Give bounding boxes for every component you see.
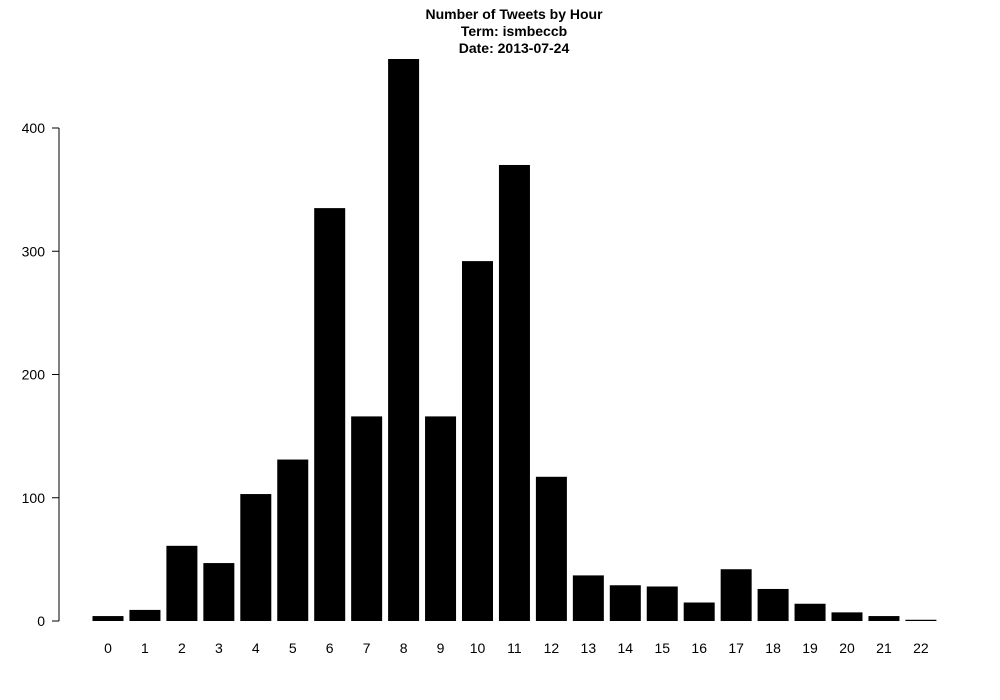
bar-hour-0 bbox=[92, 616, 124, 621]
x-tick-label: 0 bbox=[104, 640, 112, 656]
y-tick-label: 400 bbox=[22, 120, 46, 136]
x-tick-label: 8 bbox=[400, 640, 408, 656]
x-tick-label: 12 bbox=[544, 640, 560, 656]
chart-subtitle-term: Term: ismbeccb bbox=[461, 23, 567, 39]
y-tick-label: 300 bbox=[22, 243, 46, 259]
bar-hour-7 bbox=[351, 416, 383, 621]
bar-hour-18 bbox=[757, 588, 789, 621]
bar-hour-11 bbox=[498, 164, 530, 621]
x-tick-label: 10 bbox=[470, 640, 486, 656]
bar-hour-17 bbox=[720, 569, 752, 621]
x-tick-label: 2 bbox=[178, 640, 186, 656]
y-tick-label: 200 bbox=[22, 367, 46, 383]
y-axis: 0 100 200 300 400 bbox=[22, 120, 60, 629]
x-tick-label: 4 bbox=[252, 640, 260, 656]
x-tick-label: 9 bbox=[437, 640, 445, 656]
chart-title: Number of Tweets by Hour bbox=[425, 6, 603, 22]
x-tick-label: 21 bbox=[876, 640, 892, 656]
bars-group bbox=[92, 58, 937, 622]
bar-hour-20 bbox=[831, 612, 863, 621]
bar-hour-1 bbox=[129, 609, 161, 621]
y-tick-label: 0 bbox=[37, 613, 45, 629]
x-tick-label: 13 bbox=[581, 640, 597, 656]
x-tick-label: 6 bbox=[326, 640, 334, 656]
bar-hour-14 bbox=[609, 585, 641, 621]
bar-hour-22 bbox=[905, 619, 937, 621]
x-tick-label: 17 bbox=[728, 640, 744, 656]
x-tick-label: 1 bbox=[141, 640, 149, 656]
bar-hour-4 bbox=[240, 494, 272, 621]
bar-hour-9 bbox=[425, 416, 457, 621]
bar-hour-10 bbox=[462, 261, 493, 621]
bar-hour-13 bbox=[572, 575, 604, 621]
bar-hour-15 bbox=[646, 586, 678, 621]
bar-hour-16 bbox=[683, 602, 715, 621]
x-tick-label: 18 bbox=[765, 640, 781, 656]
bar-hour-12 bbox=[535, 476, 567, 621]
x-tick-label: 14 bbox=[618, 640, 634, 656]
x-tick-label: 19 bbox=[802, 640, 818, 656]
x-tick-label: 22 bbox=[913, 640, 929, 656]
bar-hour-19 bbox=[794, 603, 826, 621]
bar-hour-21 bbox=[868, 616, 900, 621]
x-tick-label: 7 bbox=[363, 640, 371, 656]
bar-hour-3 bbox=[203, 563, 235, 621]
x-tick-labels: 0 1 2 3 4 5 6 7 8 9 10 11 12 13 14 15 16 17 18 19 20 21 22 bbox=[104, 640, 929, 656]
x-tick-label: 3 bbox=[215, 640, 223, 656]
x-tick-label: 16 bbox=[691, 640, 707, 656]
bar-hour-2 bbox=[166, 545, 198, 621]
x-tick-label: 15 bbox=[654, 640, 670, 656]
y-tick-label: 100 bbox=[22, 490, 46, 506]
x-tick-label: 20 bbox=[839, 640, 855, 656]
chart-subtitle-date: Date: 2013-07-24 bbox=[459, 40, 570, 56]
x-tick-label: 5 bbox=[289, 640, 297, 656]
bar-hour-5 bbox=[277, 459, 309, 621]
bar-hour-6 bbox=[314, 208, 346, 622]
bar-hour-8 bbox=[388, 58, 420, 622]
x-tick-label: 11 bbox=[507, 640, 522, 656]
